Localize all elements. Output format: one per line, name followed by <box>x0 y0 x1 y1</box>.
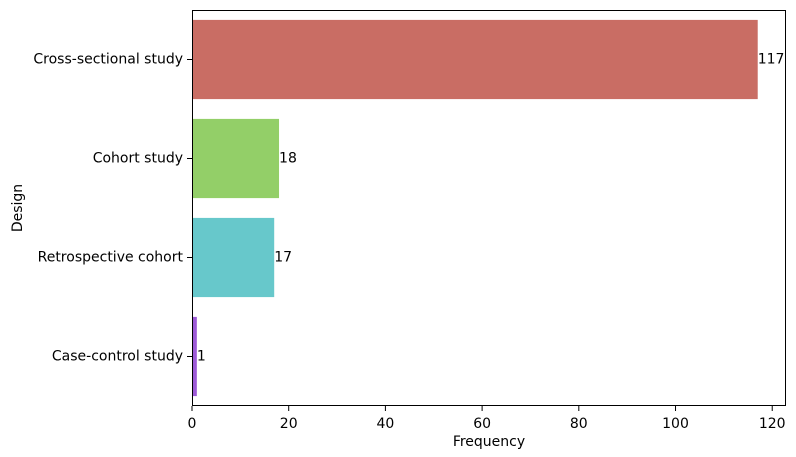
x-tick-label: 60 <box>473 416 491 432</box>
bar-retrospective-cohort <box>192 217 275 298</box>
x-axis-ticks: 0 20 40 60 80 100 120 <box>188 406 786 432</box>
bar-value-label-cross-sectional-study: 117 <box>758 52 785 68</box>
x-tick-label: 100 <box>662 416 689 432</box>
x-tick-label: 0 <box>188 416 197 432</box>
x-tick-label: 80 <box>570 416 588 432</box>
bar-value-label-retrospective-cohort: 17 <box>274 250 292 266</box>
bar-labels-group: 117 18 17 1 <box>197 52 785 365</box>
y-tick-label-cross-sectional-study: Cross-sectional study <box>33 52 183 68</box>
bar-cross-sectional-study <box>192 19 758 100</box>
y-axis-ticks: Cross-sectional study Cohort study Retrosp… <box>33 52 192 365</box>
bar-value-label-case-control-study: 1 <box>197 349 206 365</box>
x-axis-label: Frequency <box>453 434 525 450</box>
bars-group <box>192 19 758 397</box>
y-tick-label-retrospective-cohort: Retrospective cohort <box>38 250 184 266</box>
x-tick-label: 120 <box>759 416 786 432</box>
y-axis-label: Design <box>10 184 26 232</box>
x-tick-label: 20 <box>280 416 298 432</box>
y-tick-label-case-control-study: Case-control study <box>52 349 183 365</box>
y-tick-label-cohort-study: Cohort study <box>93 151 183 167</box>
plot-frame <box>192 10 786 406</box>
bar-cohort-study <box>192 118 280 199</box>
x-tick-label: 40 <box>376 416 394 432</box>
bar-value-label-cohort-study: 18 <box>279 151 297 167</box>
bar-case-control-study <box>192 316 197 397</box>
